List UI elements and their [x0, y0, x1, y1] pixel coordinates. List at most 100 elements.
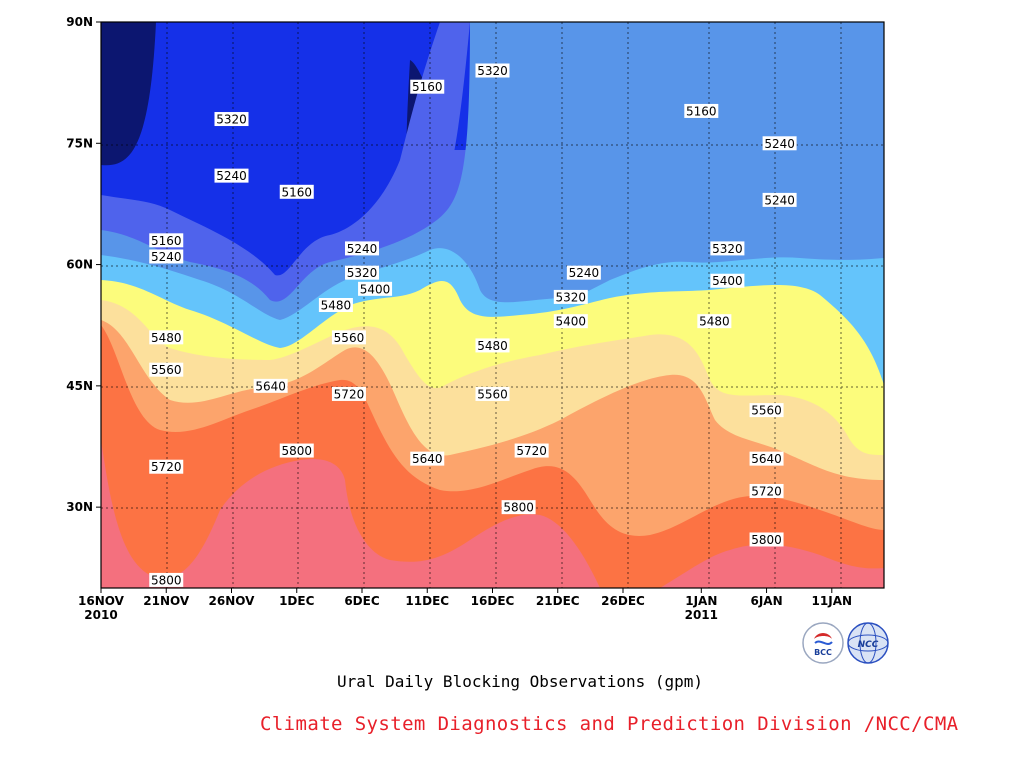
contour-label-bg [214, 112, 249, 127]
contour-label-text: 5480 [699, 315, 730, 329]
contour-label-bg [214, 168, 249, 183]
contour-label-5320: 5320 [475, 63, 510, 78]
contour-label-text: 5400 [360, 282, 391, 296]
contour-label-text: 5560 [751, 404, 782, 418]
contour-label-text: 5400 [712, 274, 743, 288]
contour-label-text: 5320 [347, 266, 378, 280]
contour-label-bg [149, 249, 184, 264]
contour-label-5320: 5320 [553, 289, 588, 304]
contour-label-5480: 5480 [697, 314, 732, 329]
contour-label-text: 5240 [764, 193, 795, 207]
contour-label-5800: 5800 [149, 572, 184, 587]
y-tick-label: 45N [66, 379, 93, 393]
contour-label-text: 5160 [151, 234, 182, 248]
contour-label-bg [710, 273, 745, 288]
contour-label-text: 5560 [334, 331, 365, 345]
contour-label-bg [553, 289, 588, 304]
contour-label-5240: 5240 [762, 136, 797, 151]
contour-label-5320: 5320 [710, 241, 745, 256]
band-5800 [101, 440, 884, 588]
contour-label-bg [318, 298, 353, 312]
x-tick-label: 11JAN [812, 594, 853, 608]
contour-label-bg [345, 265, 379, 280]
contour-label-bg [501, 500, 536, 515]
contour-label-bg [345, 241, 379, 256]
contour-label-text: 5240 [151, 250, 182, 264]
contour-label-bg [149, 330, 184, 345]
contour-label-5400: 5400 [553, 314, 588, 329]
contour-label-5800: 5800 [749, 532, 784, 547]
contour-label-5640: 5640 [253, 378, 288, 393]
contour-label-5400: 5400 [358, 281, 393, 296]
bcc-logo-text: BCC [814, 648, 832, 657]
contour-label-text: 5400 [556, 315, 587, 329]
x-tick-label: 6DEC [344, 594, 380, 608]
contour-label-bg [749, 483, 784, 498]
x-tick-label: 16NOV [78, 594, 125, 608]
contour-label-bg [475, 63, 510, 78]
bcc-logo: BCC [802, 622, 844, 664]
x-year-label: 2010 [84, 608, 117, 622]
contour-label-text: 5560 [477, 387, 508, 401]
contour-label-bg [331, 386, 366, 401]
contour-label-5240: 5240 [762, 192, 797, 207]
contour-label-bg [475, 386, 510, 401]
contour-label-bg [566, 265, 601, 280]
contour-label-text: 5720 [516, 444, 547, 458]
contour-label-bg [475, 338, 510, 353]
y-tick-label: 30N [66, 500, 93, 514]
contour-labels: 5160 5240 5320 5240 5160 5240 5320 5400 5480 5560… [149, 63, 797, 587]
y-tick-label: 75N [66, 136, 93, 150]
contour-label-bg [684, 103, 719, 118]
y-axis: 90N 75N 60N 45N 30N [66, 15, 101, 514]
contour-label-bg [279, 443, 314, 458]
contour-fills [101, 22, 884, 588]
contour-label-bg [749, 532, 784, 547]
contour-label-5480: 5480 [149, 330, 184, 345]
contour-label-bg [149, 233, 184, 248]
contour-label-text: 5800 [281, 444, 312, 458]
contour-label-5560: 5560 [149, 362, 184, 377]
x-tick-label: 26NOV [209, 594, 256, 608]
contour-label-text: 5320 [712, 242, 743, 256]
contour-label-bg [331, 330, 366, 345]
contour-label-5640: 5640 [749, 451, 784, 466]
contour-label-5240: 5240 [149, 249, 184, 264]
contour-label-text: 5160 [412, 80, 443, 94]
contour-label-text: 5160 [686, 104, 717, 118]
contour-label-text: 5320 [216, 113, 247, 127]
contour-label-5560: 5560 [749, 403, 784, 418]
x-axis: 16NOV 21NOV 26NOV 1DEC 6DEC 11DEC 16DEC 21DEC 26… [78, 588, 852, 622]
contour-label-text: 5720 [334, 387, 365, 401]
credit-line: Climate System Diagnostics and Predictio… [260, 713, 959, 735]
contour-label-5160: 5160 [279, 184, 314, 199]
contour-label-text: 5720 [151, 460, 182, 474]
contour-label-bg [749, 451, 784, 466]
contour-label-5240: 5240 [345, 241, 379, 256]
contour-label-5160: 5160 [410, 79, 445, 94]
contour-label-text: 5320 [556, 290, 587, 304]
contour-label-text: 5320 [477, 64, 508, 78]
contour-label-text: 5240 [347, 242, 378, 256]
contour-label-bg [749, 403, 784, 418]
ncc-logo: NCC [847, 622, 889, 664]
contour-label-text: 5480 [151, 331, 182, 345]
contour-label-5400: 5400 [710, 273, 745, 288]
contour-label-text: 5640 [751, 452, 782, 466]
contour-label-text: 5800 [503, 501, 534, 515]
contour-label-text: 5640 [412, 452, 443, 466]
x-tick-label: 21NOV [143, 594, 190, 608]
contour-label-bg [149, 362, 184, 377]
contour-label-5560: 5560 [475, 386, 510, 401]
contour-label-5480: 5480 [318, 298, 353, 313]
contour-label-5800: 5800 [279, 443, 314, 458]
contour-label-5320: 5320 [214, 112, 249, 127]
contour-label-bg [410, 79, 445, 94]
contour-label-bg [358, 281, 393, 296]
contour-label-5560: 5560 [331, 330, 366, 345]
contour-label-5240: 5240 [566, 265, 601, 280]
contour-label-5240: 5240 [214, 168, 249, 183]
chart-caption: Ural Daily Blocking Observations (gpm) [336, 672, 704, 691]
contour-label-5640: 5640 [410, 451, 445, 466]
